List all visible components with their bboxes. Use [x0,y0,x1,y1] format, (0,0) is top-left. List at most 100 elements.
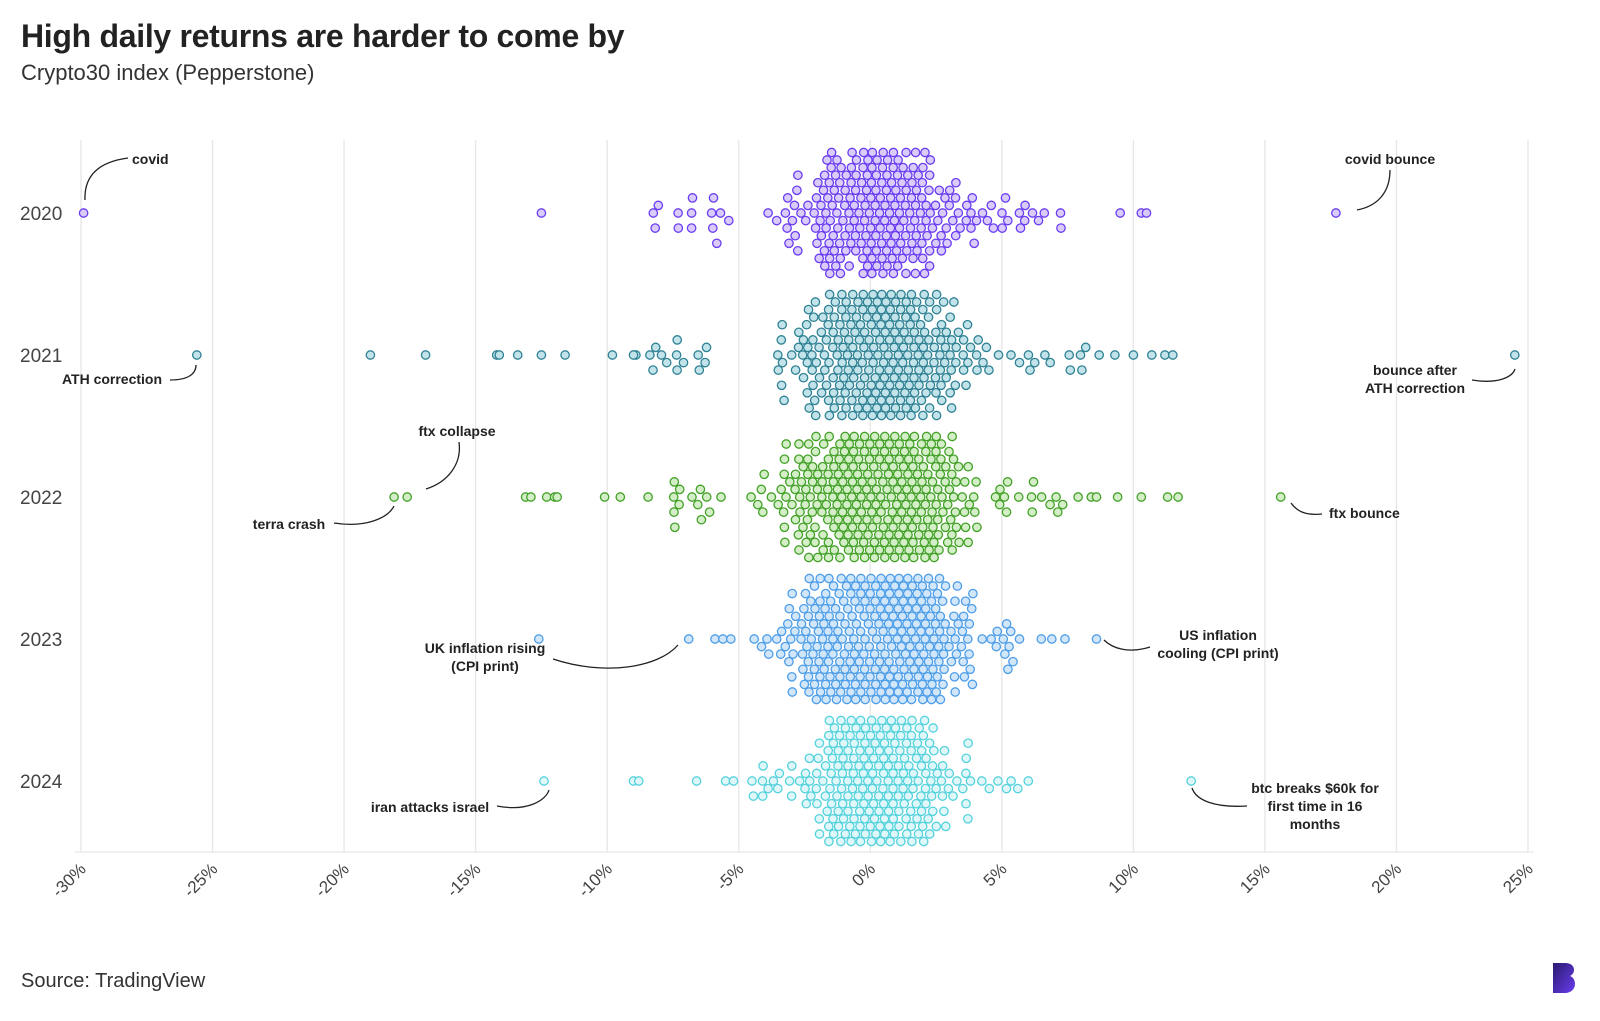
data-point [935,694,946,705]
data-point [836,783,847,794]
annotation-label: months [1290,816,1341,832]
data-point [861,185,872,196]
outlier-point [691,776,702,786]
data-point [900,230,911,241]
data-point [1051,492,1061,502]
y-tick-label: 2024 [20,772,63,793]
data-point [931,410,942,421]
data-point [914,723,925,733]
data-point [909,372,919,383]
data-point [850,829,861,839]
data-point [801,319,812,330]
data-point [826,768,837,779]
data-point [879,372,890,383]
data-point [863,365,874,375]
outlier-point [1036,634,1047,644]
data-point [893,806,904,817]
data-point [957,783,968,794]
data-point [1014,357,1025,368]
data-point [897,611,908,622]
data-point [847,507,858,517]
data-point [899,327,910,338]
data-point [840,245,851,256]
data-point [925,776,936,786]
outlier-point [725,634,736,644]
data-point [907,177,917,188]
data-point [819,664,830,675]
data-point [828,634,838,644]
data-point [949,297,959,307]
data-point [822,155,832,165]
data-point [936,439,947,449]
data-point [911,297,922,307]
data-point [841,403,851,413]
data-point [888,268,899,279]
data-point [925,611,936,622]
data-point [812,798,822,809]
data-point [936,395,947,406]
data-point [901,403,912,413]
data-point [823,395,834,406]
data-point [973,335,984,345]
data-point [823,454,834,465]
data-point [834,454,845,465]
data-point [669,507,679,517]
data-point [834,177,845,188]
data-point [824,268,835,279]
data-point [862,403,872,413]
data-point [786,761,797,771]
outlier-point [541,492,552,502]
data-point [939,745,950,756]
data-point [916,193,927,203]
data-point [941,372,952,383]
data-point [883,514,893,525]
data-point [901,297,912,307]
x-tick-label: 0% [848,859,879,890]
data-point [889,552,900,563]
data-point [935,365,946,375]
data-point [835,268,846,279]
data-point [893,365,904,375]
data-point [939,664,949,675]
outlier-point [710,634,720,644]
data-point [850,596,860,607]
data-point [913,454,924,465]
data-point [999,492,1010,502]
data-point [869,649,880,659]
data-point [858,461,869,472]
annotation-label: US inflation [1179,627,1257,643]
data-point [924,641,935,652]
data-point [819,245,830,256]
data-point [701,342,712,353]
data-point [756,484,767,495]
data-point [903,671,914,682]
data-point [932,484,943,495]
data-point [916,611,926,622]
data-point [892,619,903,629]
data-point [850,185,861,196]
data-point [777,357,788,368]
data-point [897,253,908,264]
data-point [971,477,981,487]
outlier-point [683,634,694,644]
data-point [893,761,904,771]
data-point [913,776,924,786]
data-point [894,745,905,756]
data-point [851,312,862,323]
data-point [945,514,956,525]
data-point [883,791,894,801]
data-point [1006,776,1016,786]
data-point [828,230,839,241]
data-point [835,319,845,330]
data-point [1064,350,1075,360]
data-point [888,813,899,824]
data-point [879,552,890,563]
data-point [849,664,860,675]
outlier-point [389,492,399,502]
data-point [924,545,934,555]
data-point [984,783,995,794]
data-point [931,687,942,697]
data-point [809,581,820,591]
data-point [860,679,870,690]
y-tick-label: 2021 [20,346,62,367]
